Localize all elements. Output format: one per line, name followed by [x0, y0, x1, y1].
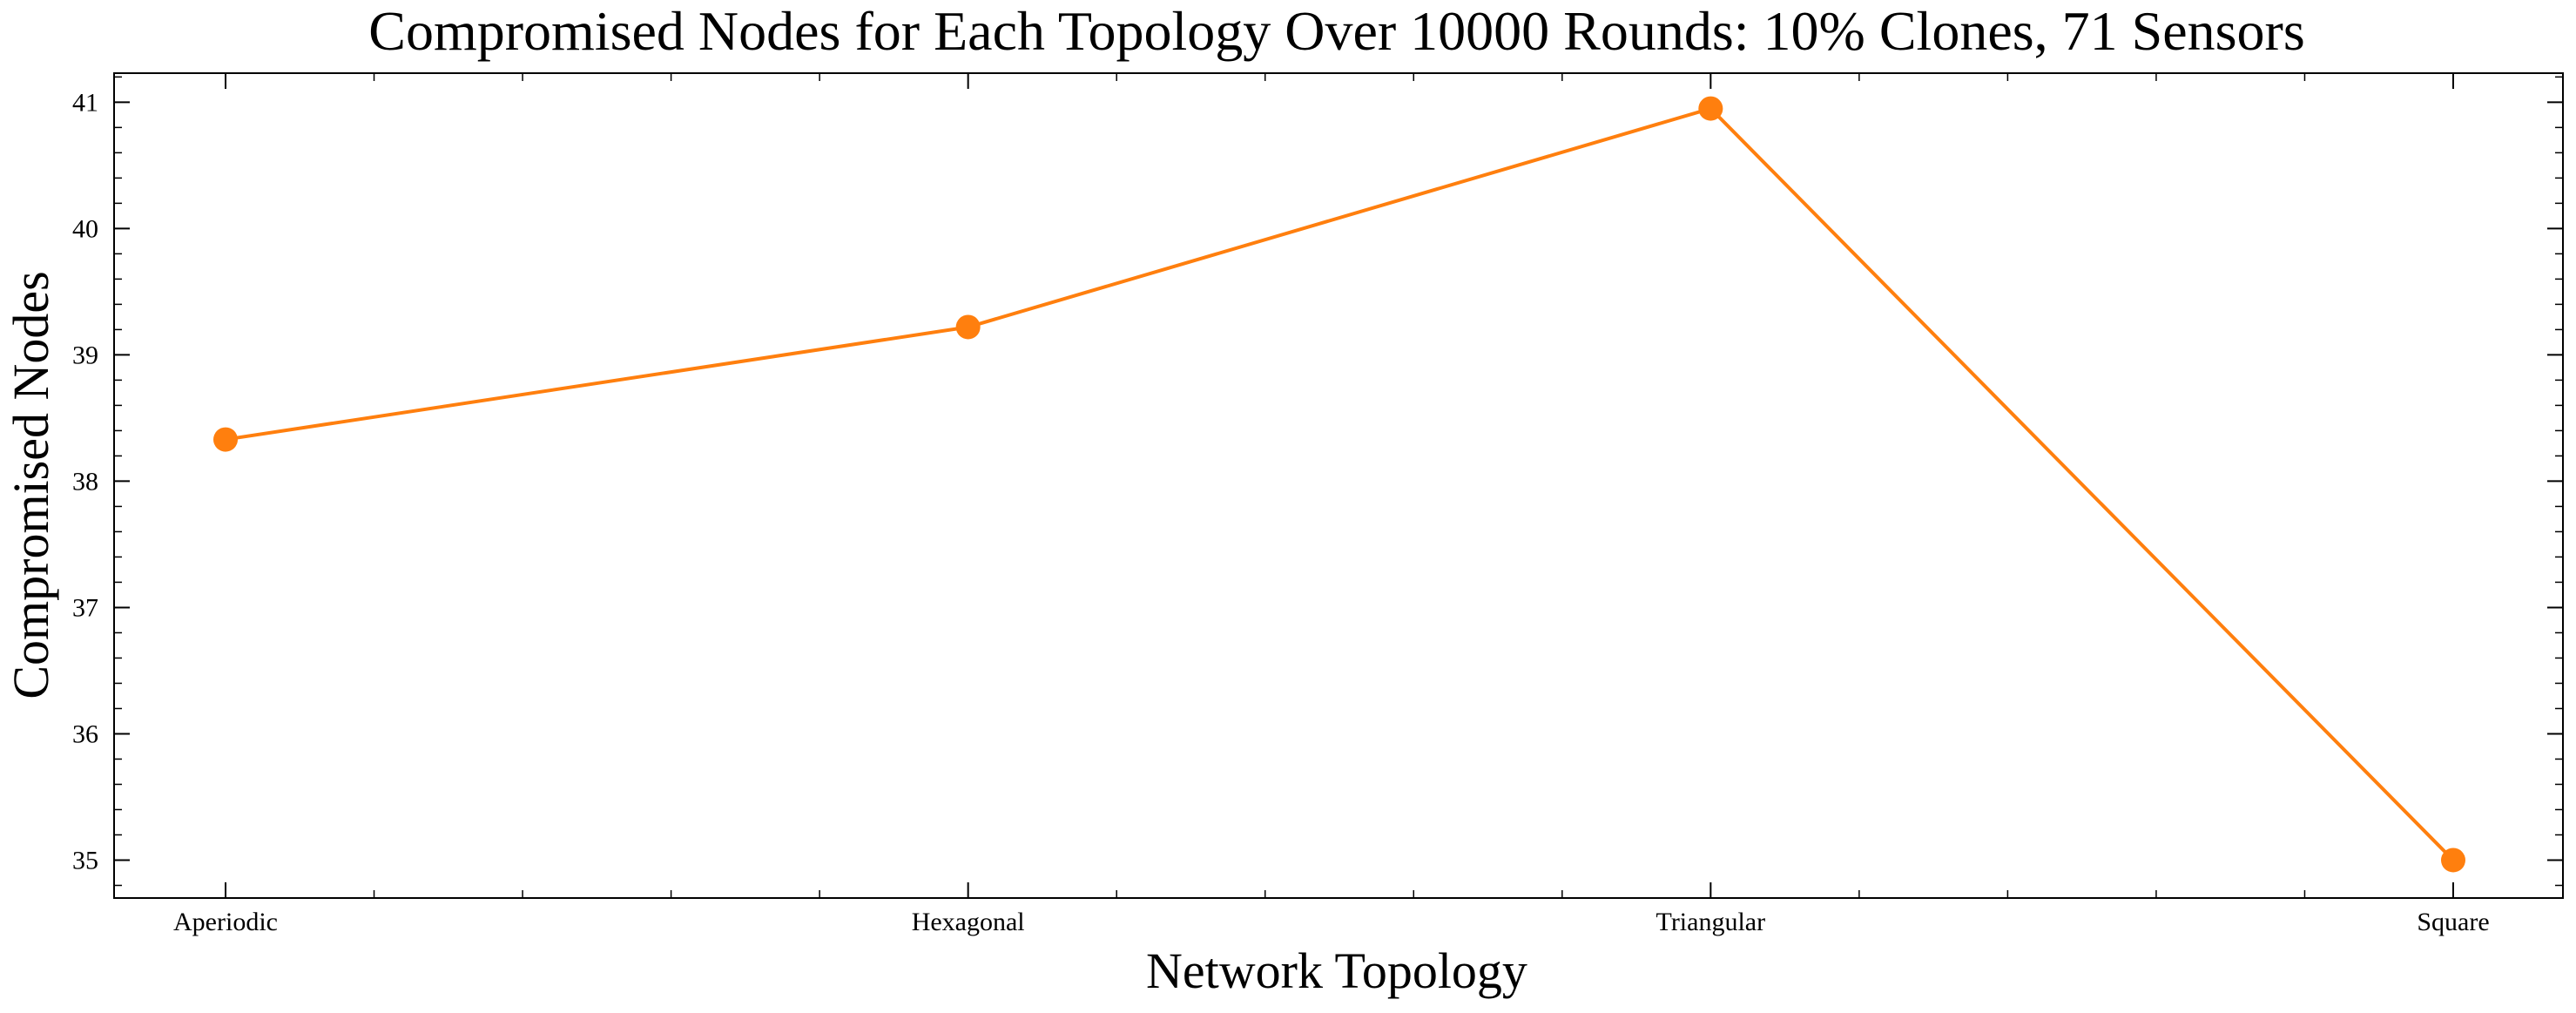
x-axis-label: Network Topology — [1146, 942, 1527, 999]
y-tick-label: 39 — [72, 341, 98, 369]
y-tick-label: 38 — [72, 467, 98, 496]
x-tick-label: Triangular — [1656, 908, 1766, 936]
data-point — [2441, 848, 2465, 873]
plot-area: 35 36 37 38 39 40 41 Aperiodic Hexagonal Triangul… — [72, 72, 2564, 936]
y-tick-label: 36 — [72, 719, 98, 748]
y-tick-label: 41 — [72, 88, 98, 117]
data-point — [1698, 96, 1723, 121]
data-point — [955, 314, 981, 340]
series-line — [225, 106, 2455, 861]
y-tick-label: 37 — [72, 593, 98, 622]
plot-frame — [113, 72, 2564, 899]
data-point — [213, 427, 238, 452]
x-tick-label: Hexagonal — [912, 908, 1025, 936]
y-axis-label: Compromised Nodes — [3, 271, 59, 699]
y-tick-label: 40 — [72, 214, 98, 243]
chart-title: Compromised Nodes for Each Topology Over… — [368, 0, 2305, 62]
x-tick-label: Square — [2417, 908, 2489, 936]
x-tick-label: Aperiodic — [173, 908, 278, 936]
y-tick-label: 35 — [72, 846, 98, 875]
